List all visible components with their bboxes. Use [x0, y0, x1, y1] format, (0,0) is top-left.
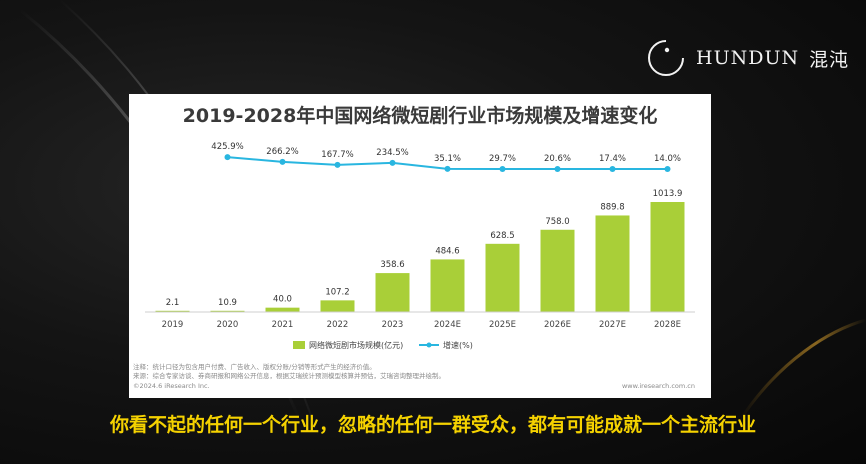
x-tick-label: 2027E	[599, 320, 626, 330]
growth-point	[389, 159, 396, 166]
x-tick-label: 2022	[327, 320, 349, 330]
x-tick-label: 2028E	[654, 320, 681, 330]
x-tick-label: 2026E	[544, 320, 571, 330]
bar-2021	[265, 307, 300, 312]
brand-name: HUNDUN	[696, 47, 800, 69]
x-tick-label: 2024E	[434, 320, 461, 330]
growth-point	[664, 166, 671, 172]
growth-value-label: 20.6%	[544, 154, 571, 164]
growth-value-label: 35.1%	[434, 154, 461, 164]
bar-2020	[210, 310, 245, 312]
legend-line-marker	[426, 342, 432, 348]
bar-2024E	[430, 259, 465, 312]
growth-point	[279, 158, 286, 165]
bar-2022	[320, 300, 355, 312]
x-tick-label: 2020	[217, 320, 239, 330]
bottom-caption: 你看不起的任何一个行业，忽略的任何一群受众，都有可能成就一个主流行业	[109, 414, 756, 436]
growth-value-label: 266.2%	[266, 147, 298, 157]
legend-bar-label: 网络微短剧市场规模(亿元)	[309, 340, 403, 350]
growth-value-label: 14.0%	[654, 154, 681, 164]
bar-2019	[155, 310, 190, 312]
x-tick-label: 2023	[382, 320, 404, 330]
growth-value-label: 234.5%	[376, 148, 408, 158]
chart-title: 2019-2028年中国网络微短剧行业市场规模及增速变化	[183, 104, 658, 127]
brand-cn-name: 混沌	[809, 48, 850, 71]
growth-point	[499, 166, 506, 172]
growth-value-label: 167.7%	[321, 150, 353, 160]
bar-value-label: 358.6	[380, 260, 404, 270]
growth-value-label: 425.9%	[211, 142, 243, 152]
growth-point	[609, 166, 616, 172]
growth-value-label: 29.7%	[489, 154, 516, 164]
growth-point	[444, 165, 451, 172]
growth-point	[334, 161, 341, 168]
growth-point	[224, 154, 231, 161]
legend-line-label: 增速(%)	[443, 340, 473, 350]
brand-logo: HUNDUN 混沌	[646, 38, 849, 78]
bar-value-label: 484.6	[435, 246, 459, 256]
bar-2028E	[650, 202, 685, 312]
bar-value-label: 628.5	[490, 231, 514, 241]
bar-value-label: 2.1	[166, 298, 180, 308]
bar-value-label: 1013.9	[653, 189, 683, 199]
bar-2023	[375, 273, 410, 312]
chart-footer-right: www.iresearch.com.cn	[622, 382, 695, 390]
hundun-logo-icon	[648, 40, 684, 76]
bar-2025E	[485, 243, 520, 312]
bar-value-label: 10.9	[218, 298, 237, 308]
bar-value-label: 758.0	[545, 217, 569, 227]
chart-note-1: 注释：统计口径为包含用户付费、广告收入、版权分账/分销等形式产生的经济价值。	[133, 362, 376, 371]
bar-value-label: 107.2	[325, 287, 349, 297]
chart-panel: 2019-2028年中国网络微短剧行业市场规模及增速变化 425.9% 266.2…	[129, 94, 711, 398]
bar-2026E	[540, 229, 575, 312]
growth-point	[554, 166, 561, 172]
bar-value-label: 889.8	[600, 202, 624, 212]
chart-note-2: 来源：综合专家访谈、券商研报和网络公开信息，根据艾瑞统计预测模型核算并预估，艾瑞…	[133, 371, 445, 380]
market-size-chart: 2019-2028年中国网络微短剧行业市场规模及增速变化 425.9% 266.2…	[133, 104, 695, 390]
bar-2027E	[595, 215, 630, 312]
chart-footer-left: ©2024.6 iResearch Inc.	[133, 382, 210, 390]
x-tick-label: 2021	[272, 320, 294, 330]
growth-value-label: 17.4%	[599, 154, 626, 164]
x-tick-label: 2019	[162, 320, 184, 330]
bar-value-label: 40.0	[273, 295, 292, 305]
legend-bar-swatch	[293, 341, 305, 349]
x-tick-label: 2025E	[489, 320, 516, 330]
